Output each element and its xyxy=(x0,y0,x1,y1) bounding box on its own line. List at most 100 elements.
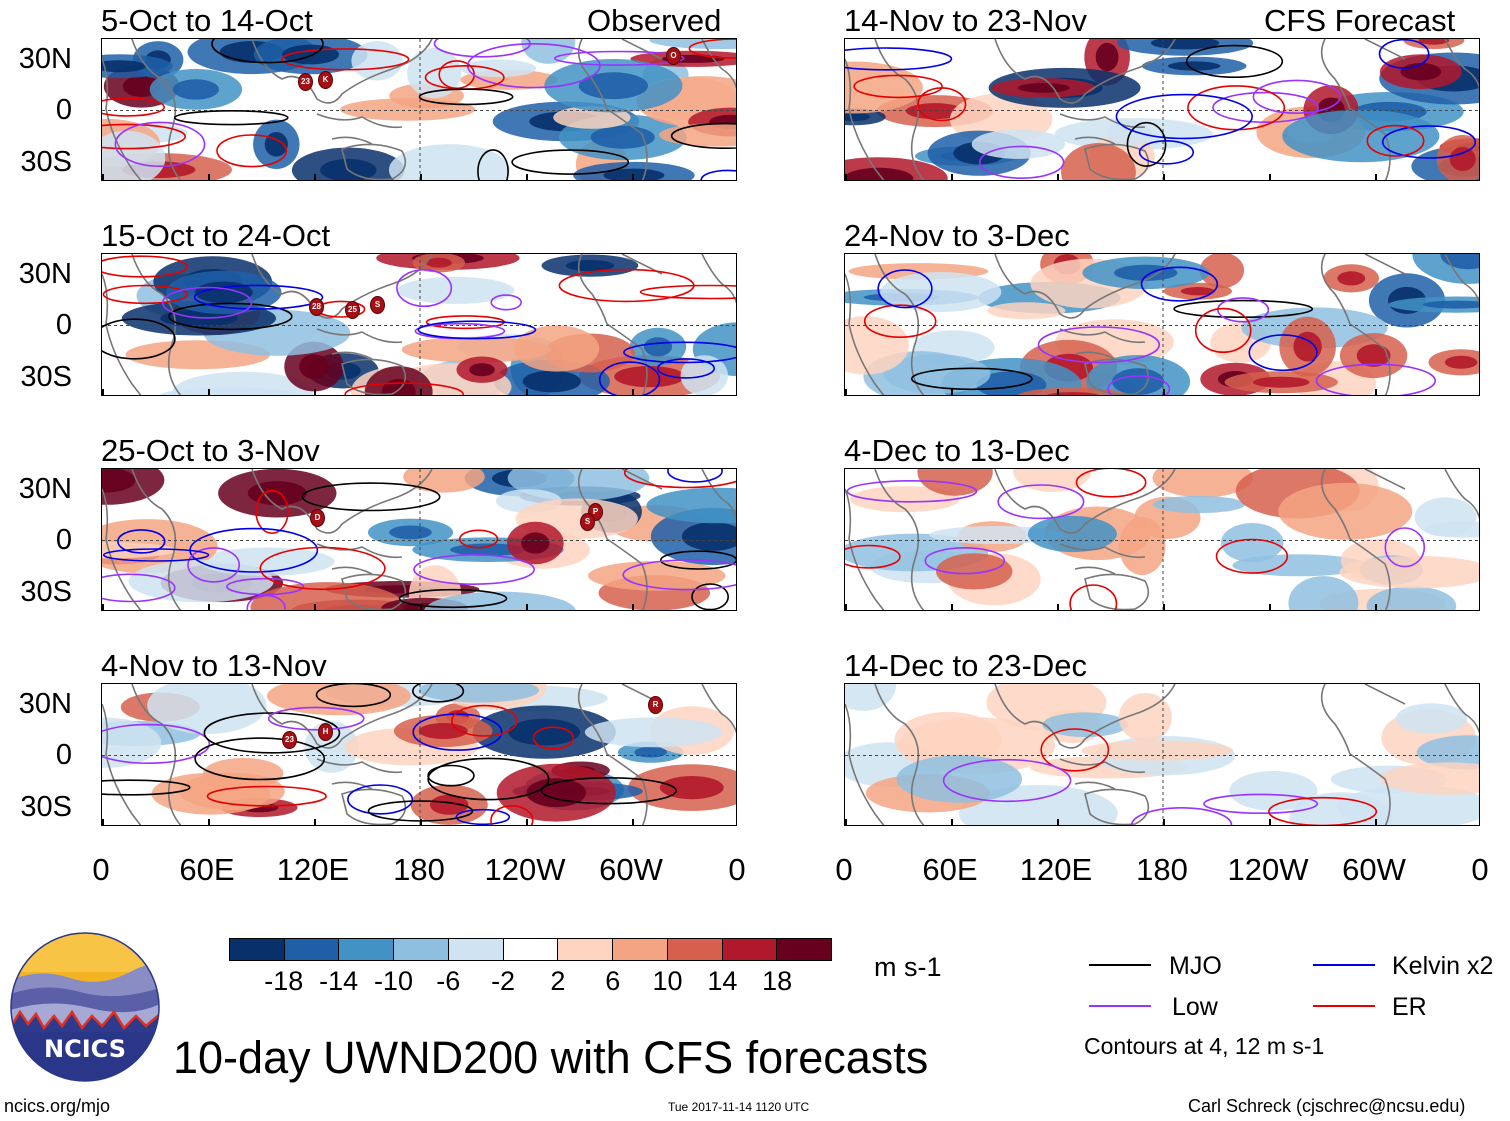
axis-tick xyxy=(526,819,528,825)
y-label: 30S xyxy=(20,361,72,393)
axis-tick xyxy=(1375,389,1377,395)
map-panel-forecast-1 xyxy=(844,38,1480,181)
axis-tick xyxy=(1057,604,1059,610)
observed-label: Observed xyxy=(587,3,722,38)
legend-label-er: ER xyxy=(1392,993,1427,1021)
panel-title-8: 14-Dec to 23-Dec xyxy=(844,648,1087,683)
axis-tick xyxy=(845,174,847,180)
axis-tick xyxy=(314,604,316,610)
colorbar-swatch xyxy=(503,939,559,960)
storm-marker: S xyxy=(580,513,595,531)
colorbar-label: -2 xyxy=(491,966,516,996)
x-label: 180 xyxy=(393,852,445,887)
y-label: 30N xyxy=(18,258,72,290)
colorbar-swatch xyxy=(339,939,395,960)
colorbar-swatch xyxy=(722,939,778,960)
panel-title-3: 25-Oct to 3-Nov xyxy=(101,433,320,468)
axis-tick xyxy=(420,604,422,610)
legend-label-kelvin: Kelvin x2 xyxy=(1392,952,1494,980)
axis-tick xyxy=(1269,819,1271,825)
panel-title-2: 15-Oct to 24-Oct xyxy=(101,218,331,253)
y-label: 30S xyxy=(20,576,72,608)
axis-tick xyxy=(632,174,634,180)
axis-tick xyxy=(314,174,316,180)
colorbar-swatch xyxy=(667,939,723,960)
x-label: 60E xyxy=(179,852,235,887)
colorbar-label: 10 xyxy=(652,966,683,996)
storm-marker: K xyxy=(318,71,333,89)
axis-tick xyxy=(1375,174,1377,180)
colorbar-label: 14 xyxy=(707,966,738,996)
legend-label-mjo: MJO xyxy=(1169,952,1222,980)
colorbar-swatch xyxy=(230,939,285,960)
map-panel-forecast-2 xyxy=(844,253,1480,396)
axis-tick xyxy=(208,819,210,825)
axis-tick xyxy=(314,819,316,825)
axis-tick xyxy=(1163,174,1165,180)
colorbar-label: -10 xyxy=(373,966,413,996)
axis-tick xyxy=(102,389,104,395)
x-label: 180 xyxy=(1136,852,1188,887)
legend-line-er xyxy=(1313,1005,1375,1007)
colorbar-unit: m s-1 xyxy=(874,952,942,982)
colorbar-label: -18 xyxy=(264,966,304,996)
colorbar-swatch xyxy=(777,939,832,960)
axis-tick xyxy=(845,604,847,610)
axis-tick xyxy=(951,389,953,395)
storm-marker: 28 xyxy=(309,298,324,316)
colorbar-swatch xyxy=(448,939,504,960)
footer-timestamp: Tue 2017-11-14 1120 UTC xyxy=(668,1100,810,1114)
axis-tick xyxy=(102,819,104,825)
panel-title-7: 4-Dec to 13-Dec xyxy=(844,433,1070,468)
axis-tick xyxy=(632,604,634,610)
colorbar-label: -6 xyxy=(436,966,461,996)
colorbar-swatch xyxy=(558,939,614,960)
panel-title-1: 5-Oct to 14-Oct xyxy=(101,3,313,38)
colorbar xyxy=(229,938,832,961)
colorbar-swatch xyxy=(613,939,668,960)
x-label: 60E xyxy=(922,852,978,887)
panel-title-5: 14-Nov to 23-Nov xyxy=(844,3,1087,38)
storm-marker: 23 xyxy=(298,73,313,91)
y-label: 30S xyxy=(20,146,72,178)
x-label: 120E xyxy=(276,852,350,887)
axis-tick xyxy=(1057,819,1059,825)
x-label: 0 xyxy=(92,852,110,887)
x-label: 120W xyxy=(1227,852,1309,887)
ncics-logo: NCICS xyxy=(10,932,160,1082)
footer-url: ncics.org/mjo xyxy=(4,1096,111,1116)
axis-tick xyxy=(951,819,953,825)
colorbar-swatch xyxy=(284,939,340,960)
axis-tick xyxy=(102,604,104,610)
map-panel-forecast-4 xyxy=(844,683,1480,826)
x-label: 120W xyxy=(484,852,566,887)
axis-tick xyxy=(951,174,953,180)
axis-tick xyxy=(526,389,528,395)
axis-tick xyxy=(314,389,316,395)
y-label: 0 xyxy=(55,94,72,126)
map-panel-observed-2: 28 25 S xyxy=(101,253,737,396)
axis-tick xyxy=(632,819,634,825)
axis-tick xyxy=(1269,174,1271,180)
axis-tick xyxy=(1163,604,1165,610)
axis-tick xyxy=(208,174,210,180)
axis-tick xyxy=(208,604,210,610)
colorbar-label: 18 xyxy=(762,966,793,996)
storm-marker: 23 xyxy=(282,731,297,749)
colorbar-label: 6 xyxy=(605,966,621,996)
x-label: 60W xyxy=(1342,852,1406,887)
x-label: 0 xyxy=(1471,852,1489,887)
y-label: 30S xyxy=(20,791,72,823)
x-label: 0 xyxy=(835,852,853,887)
colorbar-label: 2 xyxy=(550,966,566,996)
axis-tick xyxy=(1269,604,1271,610)
axis-tick xyxy=(1057,389,1059,395)
y-label: 30N xyxy=(18,473,72,505)
legend-line-kelvin xyxy=(1313,964,1375,966)
logo-text: NCICS xyxy=(44,1035,126,1063)
x-label: 120E xyxy=(1019,852,1093,887)
storm-marker: D xyxy=(310,509,325,527)
y-label: 0 xyxy=(55,524,72,556)
map-panel-observed-4: 23 H R xyxy=(101,683,737,826)
